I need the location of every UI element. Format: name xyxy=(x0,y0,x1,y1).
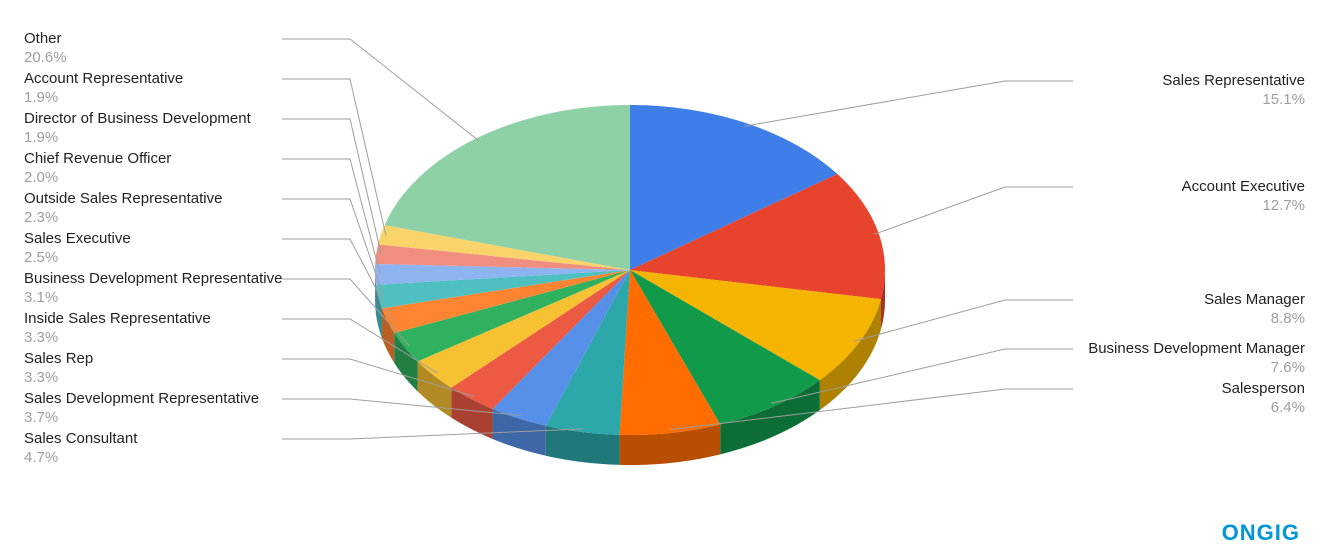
slice-label: Sales Consultant4.7% xyxy=(24,430,137,468)
slice-label-name: Business Development Manager xyxy=(1075,340,1305,359)
slice-label-name: Sales Consultant xyxy=(24,430,137,449)
slice-label-name: Other xyxy=(24,30,67,49)
slice-label: Business Development Representative3.1% xyxy=(24,270,282,308)
slice-label-name: Sales Executive xyxy=(24,230,131,249)
slice-label-pct: 12.7% xyxy=(1075,197,1305,216)
slice-label: Account Executive12.7% xyxy=(1075,178,1305,216)
slice-label-name: Inside Sales Representative xyxy=(24,310,211,329)
slice-label: Inside Sales Representative3.3% xyxy=(24,310,211,348)
slice-label-name: Sales Manager xyxy=(1075,291,1305,310)
slice-label-pct: 20.6% xyxy=(24,49,67,68)
slice-label-pct: 7.6% xyxy=(1075,359,1305,378)
slice-label-pct: 3.3% xyxy=(24,369,93,388)
slice-label-pct: 3.3% xyxy=(24,329,211,348)
slice-label-pct: 3.7% xyxy=(24,409,259,428)
slice-label-name: Salesperson xyxy=(1075,380,1305,399)
slice-label-pct: 2.3% xyxy=(24,209,222,228)
slice-label: Sales Representative15.1% xyxy=(1075,72,1305,110)
slice-label-name: Account Executive xyxy=(1075,178,1305,197)
logo-text: ONGIG xyxy=(1222,520,1300,545)
slice-label: Sales Rep3.3% xyxy=(24,350,93,388)
slice-label-name: Outside Sales Representative xyxy=(24,190,222,209)
slice-label: Director of Business Development1.9% xyxy=(24,110,251,148)
slice-label: Sales Manager8.8% xyxy=(1075,291,1305,329)
slice-label-pct: 8.8% xyxy=(1075,310,1305,329)
slice-label-pct: 3.1% xyxy=(24,289,282,308)
slice-label: Sales Development Representative3.7% xyxy=(24,390,259,428)
slice-label-pct: 2.5% xyxy=(24,249,131,268)
slice-label-name: Business Development Representative xyxy=(24,270,282,289)
slice-label-pct: 1.9% xyxy=(24,89,183,108)
slice-label: Outside Sales Representative2.3% xyxy=(24,190,222,228)
slice-label-pct: 4.7% xyxy=(24,449,137,468)
pie-top xyxy=(375,105,885,435)
slice-label: Sales Executive2.5% xyxy=(24,230,131,268)
slice-label-name: Chief Revenue Officer xyxy=(24,150,171,169)
slice-label-name: Sales Development Representative xyxy=(24,390,259,409)
slice-label: Other20.6% xyxy=(24,30,67,68)
slice-label-pct: 15.1% xyxy=(1075,91,1305,110)
slice-label: Chief Revenue Officer2.0% xyxy=(24,150,171,188)
slice-label: Salesperson6.4% xyxy=(1075,380,1305,418)
slice-label: Account Representative1.9% xyxy=(24,70,183,108)
slice-label: Business Development Manager7.6% xyxy=(1075,340,1305,378)
slice-label-name: Account Representative xyxy=(24,70,183,89)
slice-label-pct: 2.0% xyxy=(24,169,171,188)
slice-label-name: Sales Representative xyxy=(1075,72,1305,91)
slice-label-pct: 6.4% xyxy=(1075,399,1305,418)
ongig-logo: ONGIG xyxy=(1222,520,1300,546)
slice-label-name: Director of Business Development xyxy=(24,110,251,129)
slice-label-pct: 1.9% xyxy=(24,129,251,148)
slice-label-name: Sales Rep xyxy=(24,350,93,369)
